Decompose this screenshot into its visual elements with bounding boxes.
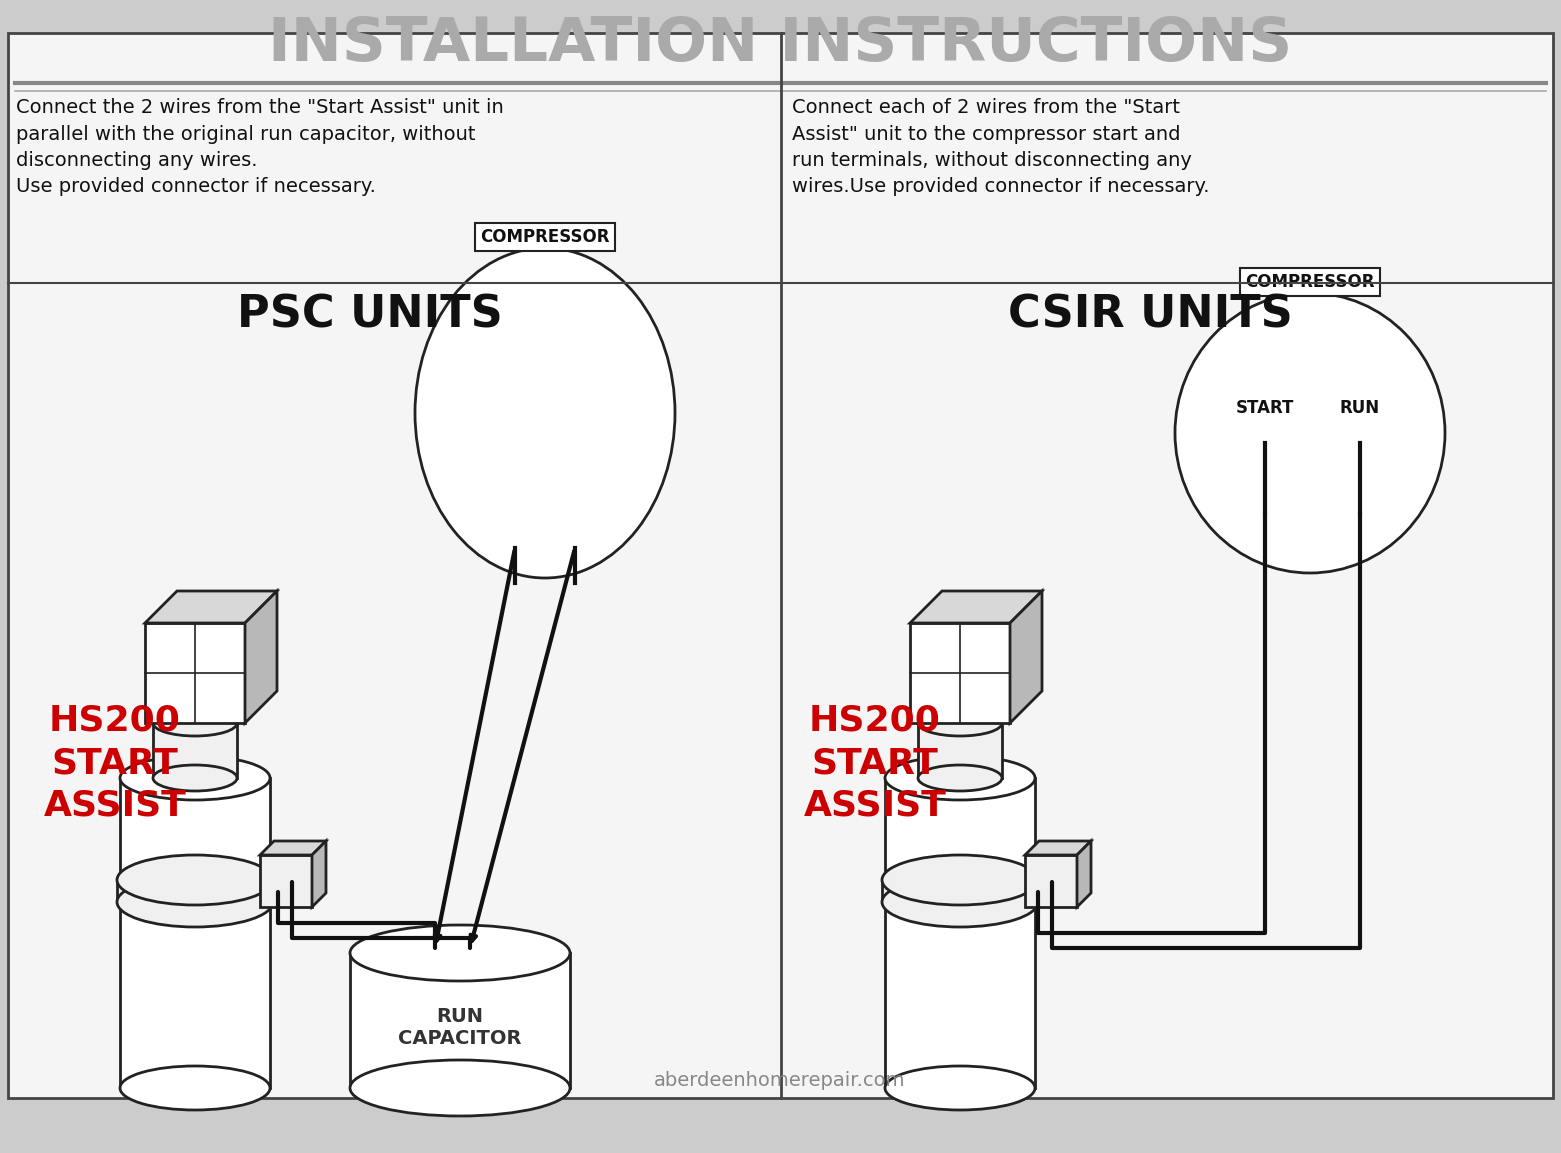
Text: aberdeenhomerepair.com: aberdeenhomerepair.com [654,1070,905,1090]
Polygon shape [350,954,570,1088]
Ellipse shape [885,1067,1035,1110]
Text: COMPRESSOR: COMPRESSOR [1246,273,1375,291]
Ellipse shape [117,877,273,927]
Polygon shape [312,841,326,907]
Text: PSC UNITS: PSC UNITS [237,293,503,336]
Text: RUN: RUN [1339,399,1380,417]
Polygon shape [882,880,1038,902]
Polygon shape [910,591,1043,623]
Polygon shape [8,33,1553,1098]
Polygon shape [153,723,237,778]
Text: COMPRESSOR: COMPRESSOR [481,228,610,246]
Polygon shape [245,591,276,723]
Text: RUN
CAPACITOR: RUN CAPACITOR [398,1007,521,1048]
Polygon shape [261,841,326,856]
Polygon shape [885,778,1035,1088]
Ellipse shape [415,248,674,578]
Polygon shape [910,623,1010,723]
Ellipse shape [350,1060,570,1116]
Ellipse shape [350,925,570,981]
Ellipse shape [885,756,1035,800]
Ellipse shape [120,1067,270,1110]
Polygon shape [1077,841,1091,907]
Ellipse shape [120,756,270,800]
Polygon shape [261,856,312,907]
Ellipse shape [918,764,1002,791]
Text: Connect each of 2 wires from the "Start
Assist" unit to the compressor start and: Connect each of 2 wires from the "Start … [791,98,1210,196]
Ellipse shape [153,764,237,791]
Text: CSIR UNITS: CSIR UNITS [1007,293,1293,336]
Polygon shape [1026,856,1077,907]
Polygon shape [145,623,245,723]
Ellipse shape [882,877,1038,927]
Ellipse shape [117,856,273,905]
Polygon shape [918,723,1002,778]
Polygon shape [1010,591,1043,723]
Ellipse shape [153,710,237,736]
Text: HS200
START
ASSIST: HS200 START ASSIST [804,703,946,822]
Text: INSTALLATION INSTRUCTIONS: INSTALLATION INSTRUCTIONS [268,15,1293,74]
Ellipse shape [882,856,1038,905]
Text: HS200
START
ASSIST: HS200 START ASSIST [44,703,186,822]
Ellipse shape [1175,293,1445,573]
Polygon shape [145,591,276,623]
Text: START: START [1236,399,1294,417]
Text: Connect the 2 wires from the "Start Assist" unit in
parallel with the original r: Connect the 2 wires from the "Start Assi… [16,98,504,196]
Polygon shape [117,880,273,902]
Polygon shape [120,778,270,1088]
Ellipse shape [918,710,1002,736]
Polygon shape [1026,841,1091,856]
